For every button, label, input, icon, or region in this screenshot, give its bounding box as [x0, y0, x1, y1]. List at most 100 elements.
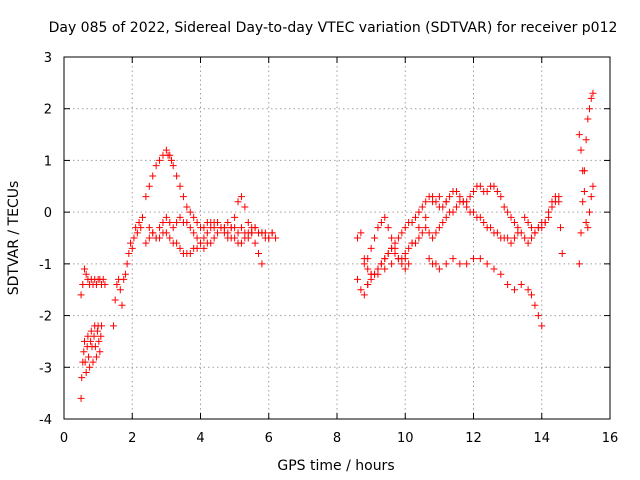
data-point — [483, 260, 491, 268]
data-point — [214, 218, 222, 226]
data-point — [111, 296, 119, 304]
data-point — [476, 213, 484, 221]
data-point — [411, 213, 419, 221]
data-point — [82, 368, 90, 376]
data-point — [200, 224, 208, 232]
data-point — [82, 270, 90, 278]
data-point — [96, 348, 104, 356]
data-point — [577, 229, 585, 237]
data-point — [84, 332, 92, 340]
series-segment-early-morning — [77, 322, 106, 402]
data-point — [521, 213, 529, 221]
data-point — [109, 322, 117, 330]
data-point — [497, 270, 505, 278]
data-point — [452, 203, 460, 211]
data-point — [186, 208, 194, 216]
data-point — [360, 260, 368, 268]
data-point — [364, 265, 372, 273]
data-point — [577, 146, 585, 154]
data-point — [97, 332, 105, 340]
data-point — [504, 208, 512, 216]
data-point — [558, 250, 566, 258]
data-point — [268, 229, 276, 237]
data-point — [510, 286, 518, 294]
data-point — [575, 260, 583, 268]
data-point — [476, 255, 484, 263]
data-point — [137, 224, 145, 232]
data-point — [528, 291, 536, 299]
data-point — [422, 224, 430, 232]
data-point — [381, 265, 389, 273]
data-point — [173, 239, 181, 247]
series-segment-evening-loop — [360, 213, 413, 273]
data-point — [227, 224, 235, 232]
data-point — [470, 187, 477, 195]
data-point — [442, 213, 450, 221]
data-point — [173, 172, 181, 180]
data-point — [398, 260, 406, 268]
data-point — [92, 353, 100, 361]
x-tick-labels: 0 2 4 6 8 10 12 14 16 — [60, 431, 618, 446]
data-point — [87, 327, 95, 335]
data-point — [255, 250, 263, 258]
data-point — [449, 208, 457, 216]
data-point — [497, 193, 505, 201]
data-point — [149, 172, 157, 180]
data-point — [476, 182, 484, 190]
data-point — [241, 203, 249, 211]
data-point — [224, 218, 232, 226]
data-point — [584, 224, 592, 232]
data-point — [207, 224, 215, 232]
data-point — [388, 234, 396, 242]
data-point — [142, 193, 150, 201]
x-tick-label: 10 — [397, 431, 414, 446]
data-point — [510, 234, 518, 242]
series-segment-evening-lower — [353, 198, 522, 278]
data-point — [418, 229, 426, 237]
data-point — [374, 224, 382, 232]
y-tick-label: -3 — [39, 361, 52, 376]
data-point — [353, 234, 361, 242]
data-point — [422, 213, 430, 221]
x-tick-label: 8 — [333, 431, 341, 446]
x-tick-label: 4 — [196, 431, 204, 446]
x-tick-label: 2 — [128, 431, 136, 446]
data-point — [582, 136, 590, 144]
data-point — [466, 193, 474, 201]
data-point — [145, 224, 153, 232]
data-point — [490, 265, 498, 273]
data-point — [384, 250, 392, 258]
data-point — [422, 198, 430, 206]
data-point — [156, 224, 164, 232]
data-point — [582, 218, 590, 226]
data-point — [487, 224, 495, 232]
data-point — [127, 239, 135, 247]
data-point — [214, 229, 222, 237]
data-point — [528, 234, 536, 242]
data-point — [545, 213, 553, 221]
data-point — [149, 229, 157, 237]
data-point — [166, 218, 174, 226]
data-point — [200, 234, 208, 242]
data-point — [251, 239, 259, 247]
data-point — [176, 182, 184, 190]
data-point — [528, 224, 536, 232]
data-point — [176, 213, 184, 221]
data-point — [237, 224, 245, 232]
data-point — [446, 193, 454, 201]
data-point — [504, 234, 512, 242]
data-point — [415, 234, 423, 242]
x-axis-label: GPS time / hours — [277, 458, 394, 474]
data-point — [514, 229, 522, 237]
data-point — [90, 332, 98, 340]
data-point — [587, 94, 595, 102]
data-point — [408, 239, 416, 247]
data-point — [237, 193, 245, 201]
data-point — [78, 374, 86, 382]
data-point — [193, 218, 201, 226]
data-point — [439, 203, 447, 211]
data-point — [371, 234, 379, 242]
data-point — [432, 229, 440, 237]
y-tick-label: -4 — [39, 413, 52, 428]
